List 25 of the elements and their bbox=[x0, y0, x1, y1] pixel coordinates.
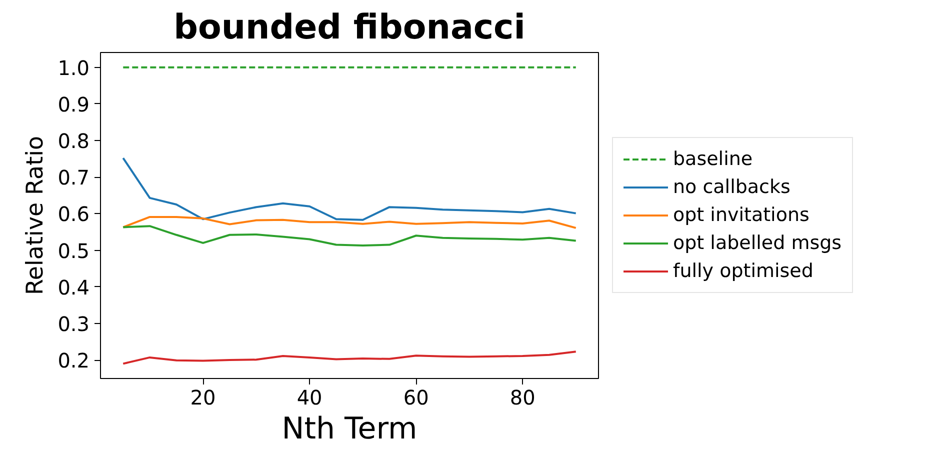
line-series bbox=[122, 350, 577, 365]
y-tick-label: 0.9 bbox=[58, 92, 90, 116]
x-tick-label: 60 bbox=[403, 386, 429, 410]
y-tick-label: 0.6 bbox=[58, 202, 90, 226]
x-tick-label: 40 bbox=[296, 386, 322, 410]
y-tick-label: 0.2 bbox=[58, 348, 90, 373]
y-tick-label: 0.3 bbox=[58, 312, 90, 336]
line-series bbox=[122, 225, 577, 246]
line-series bbox=[122, 157, 577, 221]
y-tick-label: 0.4 bbox=[58, 275, 90, 300]
y-axis-title: Relative Ratio bbox=[22, 136, 49, 296]
legend-label: no callbacks bbox=[673, 176, 790, 198]
legend-label: opt labelled msgs bbox=[673, 232, 842, 254]
line-series bbox=[122, 216, 577, 229]
x-tick-label: 80 bbox=[510, 386, 536, 410]
y-tick-label: 0.5 bbox=[58, 238, 90, 263]
chart-title: bounded fibonacci bbox=[174, 8, 526, 48]
legend-label: opt invitations bbox=[673, 204, 810, 226]
y-tick-label: 0.8 bbox=[58, 128, 90, 153]
legend-label: fully optimised bbox=[673, 260, 814, 282]
y-tick-label: 0.7 bbox=[58, 166, 90, 190]
y-tick-label: 1.0 bbox=[58, 56, 90, 80]
legend-label: baseline bbox=[673, 148, 753, 170]
x-axis-title: Nth Term bbox=[282, 412, 418, 446]
x-tick-label: 20 bbox=[190, 386, 216, 410]
